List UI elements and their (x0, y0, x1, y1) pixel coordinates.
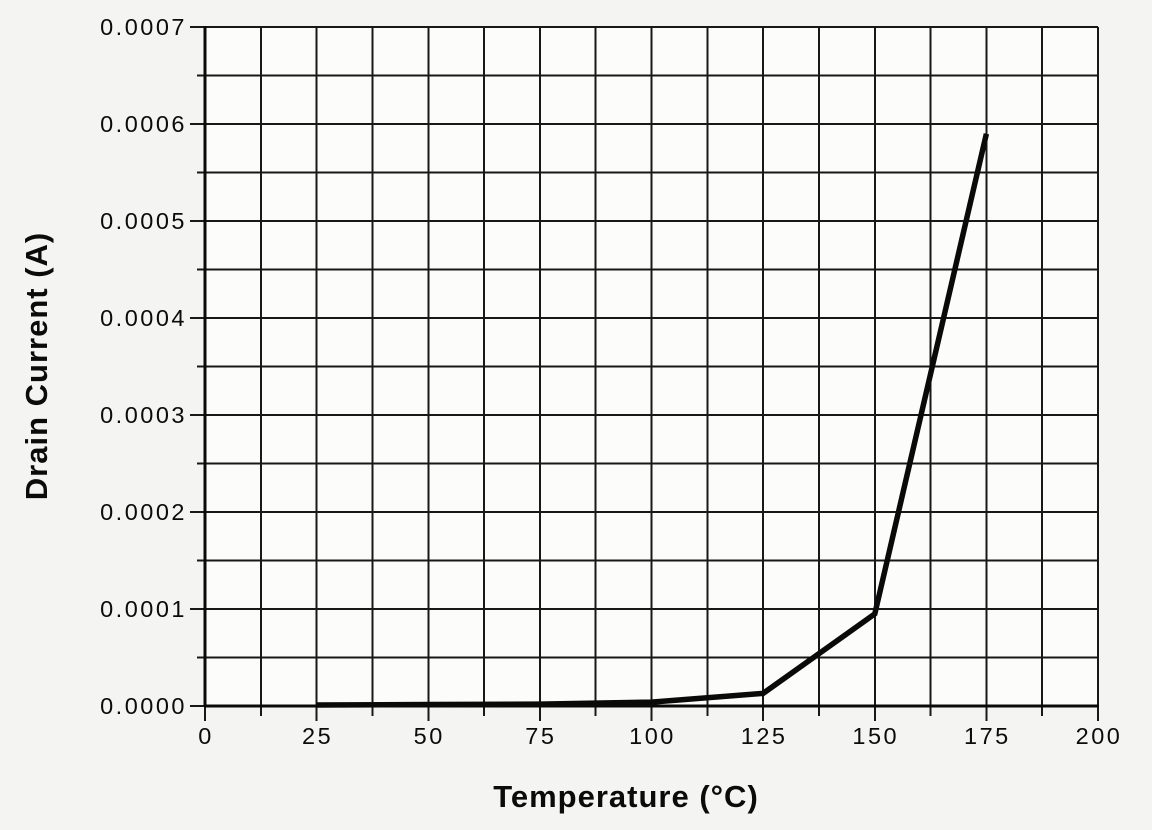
axis-ticks (190, 26, 1099, 721)
y-tick-label: 0.0005 (100, 208, 187, 234)
y-tick-labels: 0.0000 0.0001 0.0002 0.0003 0.0004 0.0005 0.00… (100, 14, 187, 719)
y-tick-label: 0.0001 (100, 596, 187, 622)
data-line (316, 133, 990, 708)
grid (204, 26, 1099, 707)
x-tick-label: 200 (1076, 723, 1123, 749)
y-tick-label: 0.0006 (100, 111, 187, 137)
series-drain-current (316, 133, 990, 708)
x-tick-label: 25 (302, 723, 333, 749)
y-axis-title: Drain Current (A) (19, 231, 54, 501)
y-tick-label: 0.0004 (100, 305, 187, 331)
x-tick-label: 150 (852, 723, 899, 749)
x-tick-label: 175 (964, 723, 1011, 749)
x-tick-label: 125 (741, 723, 788, 749)
x-tick-label: 75 (525, 723, 556, 749)
x-tick-label: 50 (414, 723, 445, 749)
x-axis-title: Temperature (°C) (493, 779, 759, 814)
y-tick-label: 0.0007 (100, 14, 187, 40)
y-tick-label: 0.0003 (100, 402, 187, 428)
y-tick-label: 0.0000 (100, 693, 187, 719)
x-tick-label: 100 (629, 723, 676, 749)
y-tick-label: 0.0002 (100, 499, 187, 525)
x-tick-label: 0 (198, 723, 214, 749)
x-tick-labels: 0 25 50 75 100 125 150 175 200 (198, 723, 1123, 749)
